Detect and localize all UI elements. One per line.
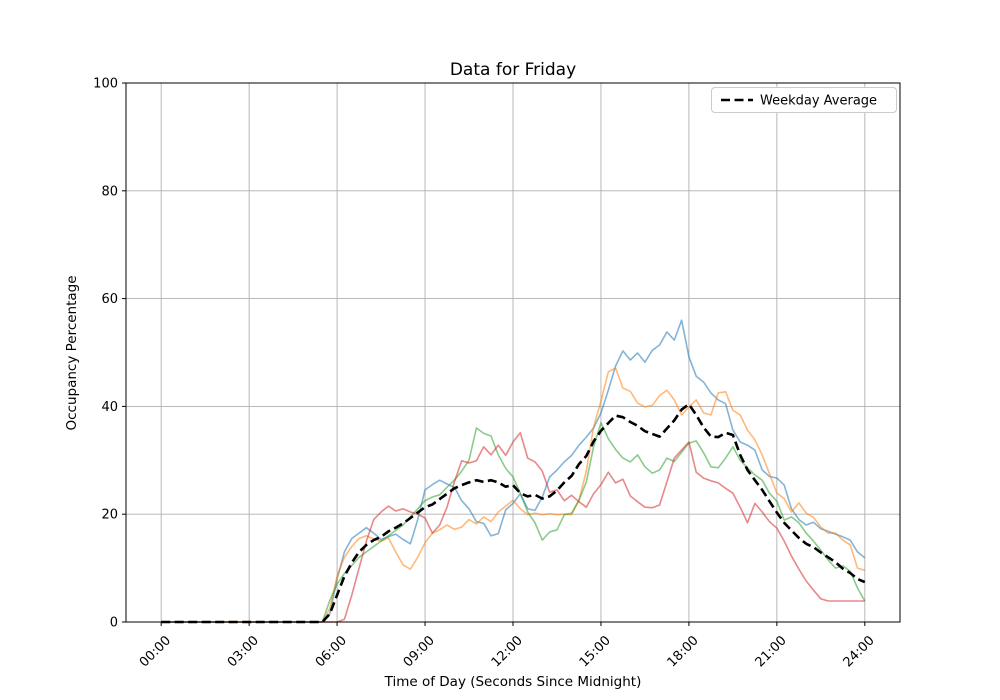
x-tick-label: 06:00: [313, 633, 350, 670]
x-tick-label: 12:00: [489, 633, 526, 670]
y-tick-label: 20: [101, 508, 118, 523]
y-tick-label: 60: [101, 292, 118, 307]
tick-layer: 00:00 03:00 06:00 09:00 12:00 15:00 18:00 21:00…: [93, 77, 877, 671]
x-tick-label: 24:00: [841, 633, 878, 670]
legend-box: [711, 87, 897, 113]
x-axis-label: Time of Day (Seconds Since Midnight): [384, 674, 642, 690]
y-tick-label: 40: [101, 400, 118, 415]
x-tick-label: 09:00: [401, 633, 438, 670]
legend: Weekday Average: [711, 87, 897, 113]
y-axis-label: Occupancy Percentage: [64, 275, 80, 430]
y-tick-label: 0: [110, 616, 118, 631]
grid-layer: [126, 82, 900, 623]
x-tick-label: 15:00: [577, 633, 614, 670]
y-tick-label: 80: [101, 184, 118, 199]
x-tick-label: 03:00: [225, 633, 262, 670]
series-line-weekday-average: [161, 402, 866, 624]
y-tick-label: 100: [93, 77, 118, 92]
x-tick-label: 21:00: [753, 633, 790, 670]
legend-label: Weekday Average: [760, 94, 877, 109]
chart-title: Data for Friday: [450, 60, 576, 80]
x-tick-label: 00:00: [137, 633, 174, 670]
x-tick-label: 18:00: [665, 633, 702, 670]
